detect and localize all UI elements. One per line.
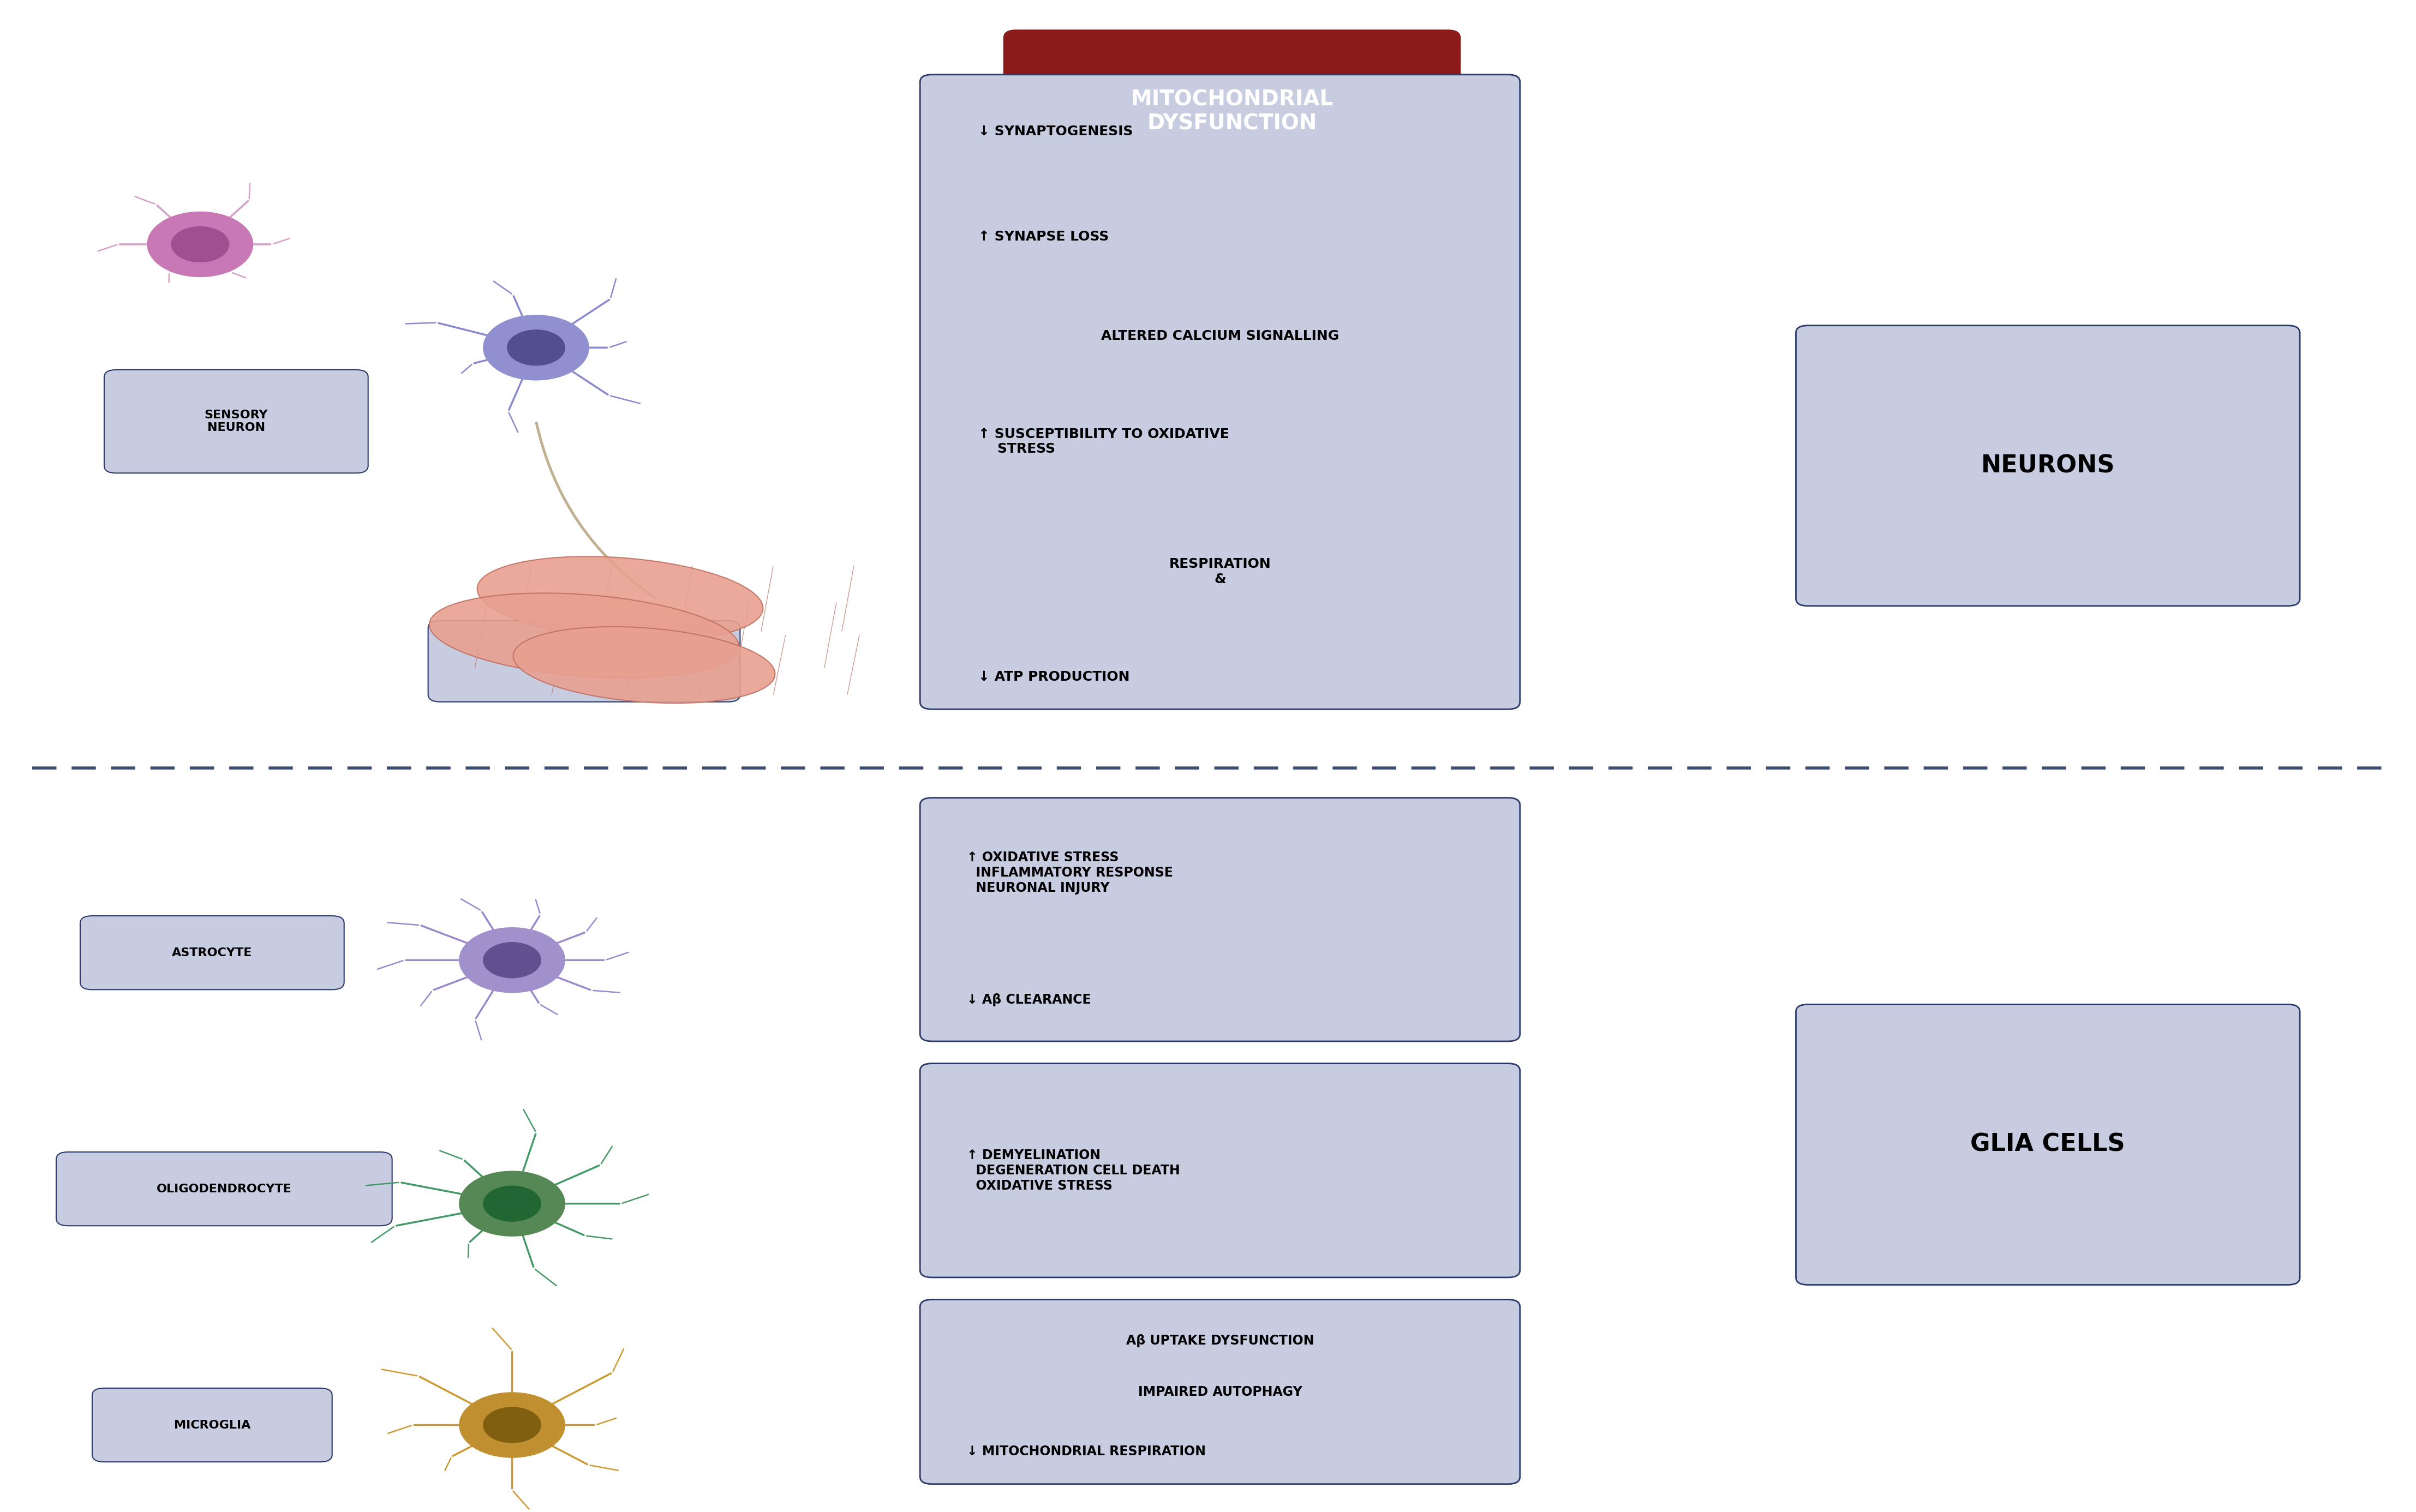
Text: ↑ DEMYELINATION
  DEGENERATION CELL DEATH
  OXIDATIVE STRESS: ↑ DEMYELINATION DEGENERATION CELL DEATH … <box>966 1149 1179 1191</box>
Text: ↓ SYNAPTOGENESIS: ↓ SYNAPTOGENESIS <box>978 125 1133 138</box>
Text: MOTOR NEURON: MOTOR NEURON <box>527 656 640 667</box>
Text: IMPAIRED AUTOPHAGY: IMPAIRED AUTOPHAGY <box>1138 1385 1302 1399</box>
Text: GLIA CELLS: GLIA CELLS <box>1971 1132 2126 1157</box>
Text: ↑ OXIDATIVE STRESS
  INFLAMMATORY RESPONSE
  NEURONAL INJURY: ↑ OXIDATIVE STRESS INFLAMMATORY RESPONSE… <box>966 851 1172 894</box>
Text: NEURONS: NEURONS <box>1981 454 2114 478</box>
Circle shape <box>483 942 541 978</box>
Text: ↑ SUSCEPTIBILITY TO OXIDATIVE
    STRESS: ↑ SUSCEPTIBILITY TO OXIDATIVE STRESS <box>978 428 1230 455</box>
Text: RESPIRATION
&: RESPIRATION & <box>1169 558 1271 585</box>
Text: ↓ Aβ CLEARANCE: ↓ Aβ CLEARANCE <box>966 993 1090 1005</box>
FancyBboxPatch shape <box>104 370 367 473</box>
Text: OLIGODENDROCYTE: OLIGODENDROCYTE <box>157 1184 292 1194</box>
FancyBboxPatch shape <box>1005 30 1459 192</box>
FancyBboxPatch shape <box>1795 325 2300 606</box>
Circle shape <box>459 1393 565 1458</box>
Circle shape <box>147 212 254 277</box>
FancyBboxPatch shape <box>920 1299 1520 1485</box>
Text: SENSORY
NEURON: SENSORY NEURON <box>205 410 268 434</box>
FancyBboxPatch shape <box>920 1063 1520 1278</box>
FancyBboxPatch shape <box>56 1152 391 1226</box>
Text: Aβ UPTAKE DYSFUNCTION: Aβ UPTAKE DYSFUNCTION <box>1126 1335 1314 1347</box>
FancyBboxPatch shape <box>92 1388 331 1462</box>
Circle shape <box>459 1172 565 1237</box>
Text: ↓ ATP PRODUCTION: ↓ ATP PRODUCTION <box>978 670 1131 683</box>
Text: ↑ SYNAPSE LOSS: ↑ SYNAPSE LOSS <box>978 230 1109 243</box>
Ellipse shape <box>478 556 763 641</box>
FancyBboxPatch shape <box>1795 1004 2300 1285</box>
Circle shape <box>507 330 565 366</box>
Text: ALTERED CALCIUM SIGNALLING: ALTERED CALCIUM SIGNALLING <box>1102 330 1338 343</box>
Circle shape <box>459 928 565 992</box>
Text: ASTROCYTE: ASTROCYTE <box>172 948 251 959</box>
Text: MICROGLIA: MICROGLIA <box>174 1420 251 1430</box>
Text: ↓ MITOCHONDRIAL RESPIRATION: ↓ MITOCHONDRIAL RESPIRATION <box>966 1444 1206 1458</box>
FancyBboxPatch shape <box>80 916 343 990</box>
Circle shape <box>483 1408 541 1442</box>
Text: MITOCHONDRIAL
DYSFUNCTION: MITOCHONDRIAL DYSFUNCTION <box>1131 89 1334 135</box>
Circle shape <box>172 227 230 262</box>
FancyBboxPatch shape <box>428 620 739 702</box>
FancyBboxPatch shape <box>920 798 1520 1042</box>
FancyBboxPatch shape <box>920 74 1520 709</box>
Ellipse shape <box>430 593 739 677</box>
Circle shape <box>483 1185 541 1222</box>
Ellipse shape <box>512 626 776 703</box>
Circle shape <box>483 314 590 380</box>
